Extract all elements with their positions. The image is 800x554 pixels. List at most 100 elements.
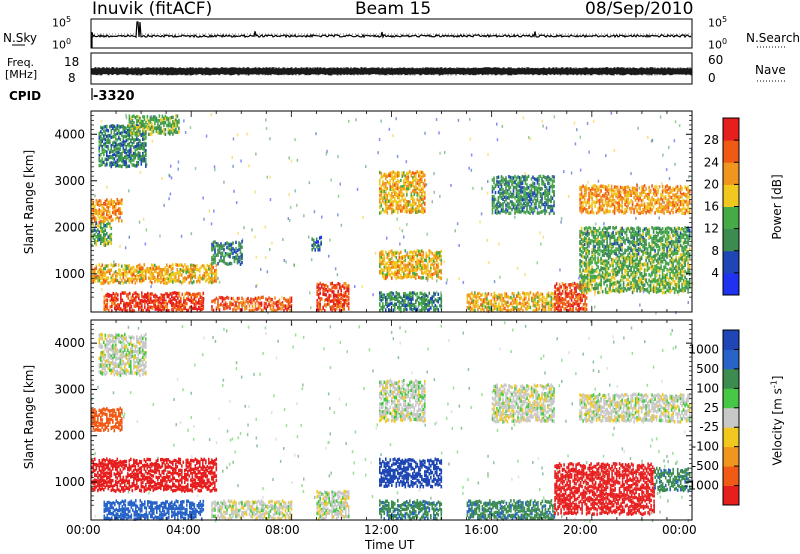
power-speck xyxy=(675,311,677,315)
velocity-colorbar-tick-label: -1000 xyxy=(684,479,719,493)
velocity-speck xyxy=(405,388,407,392)
power-speck xyxy=(231,156,233,159)
velocity-speck xyxy=(262,352,264,355)
power-speck xyxy=(639,303,641,307)
power-speck xyxy=(313,210,316,214)
power-speck xyxy=(593,293,596,297)
power-speck xyxy=(184,131,187,134)
cpid-value: -3320 xyxy=(93,89,135,104)
power-feature-11 xyxy=(379,249,443,281)
power-speck xyxy=(319,242,321,246)
velocity-speck xyxy=(666,455,668,458)
velocity-speck xyxy=(291,322,293,326)
power-feature-10 xyxy=(379,170,426,215)
power-speck xyxy=(586,121,589,125)
power-speck xyxy=(536,207,539,211)
power-speck xyxy=(144,242,147,246)
velocity-speck xyxy=(265,332,267,336)
velocity-speck xyxy=(330,471,332,475)
velocity-speck xyxy=(575,372,577,376)
velocity-speck xyxy=(477,481,480,485)
power-speck xyxy=(605,154,607,158)
velocity-speck xyxy=(380,453,382,457)
power-speck xyxy=(264,256,267,259)
velocity-speck xyxy=(302,336,305,339)
power-speck xyxy=(337,213,339,217)
power-speck xyxy=(205,134,208,138)
velocity-speck xyxy=(208,438,211,442)
power-speck xyxy=(192,299,195,303)
power-speck xyxy=(128,235,130,239)
power-speck xyxy=(388,127,391,131)
velocity-ytick-label: 2000 xyxy=(54,429,85,443)
power-speck xyxy=(433,172,435,176)
power-speck xyxy=(659,115,662,119)
velocity-speck xyxy=(556,337,558,341)
power-feature-9 xyxy=(316,281,350,313)
velocity-speck xyxy=(173,398,175,401)
velocity-speck xyxy=(232,460,234,464)
power-colorbar-tick-label: 20 xyxy=(704,177,719,191)
power-speck xyxy=(294,138,296,142)
velocity-speck xyxy=(644,340,646,344)
power-speck xyxy=(677,292,680,296)
velocity-speck xyxy=(683,430,686,434)
velocity-speck xyxy=(499,347,501,351)
velocity-speck xyxy=(365,473,367,477)
power-speck xyxy=(161,177,163,180)
power-speck xyxy=(637,126,639,130)
velocity-speck xyxy=(503,499,506,503)
power-speck xyxy=(248,164,250,168)
power-speck xyxy=(328,304,331,308)
power-speck xyxy=(674,120,677,124)
power-speck xyxy=(269,248,271,251)
velocity-speck xyxy=(496,429,499,432)
power-speck xyxy=(481,186,483,190)
velocity-colorbar-tick-label: 25 xyxy=(704,401,719,415)
velocity-speck xyxy=(182,388,184,392)
velocity-speck xyxy=(613,340,615,344)
power-speck xyxy=(256,283,258,287)
power-speck xyxy=(251,228,253,232)
velocity-speck xyxy=(301,387,304,391)
power-speck xyxy=(426,278,429,282)
velocity-speck xyxy=(418,488,421,492)
velocity-feature-11 xyxy=(554,462,655,517)
velocity-speck xyxy=(163,462,166,466)
power-speck xyxy=(289,205,292,209)
velocity-speck xyxy=(223,327,225,331)
velocity-speck xyxy=(192,437,195,441)
velocity-speck xyxy=(294,333,297,337)
power-speck xyxy=(418,308,420,312)
power-speck xyxy=(237,231,239,235)
velocity-speck xyxy=(323,347,325,351)
velocity-speck xyxy=(201,353,204,357)
power-speck xyxy=(321,215,323,219)
velocity-speck xyxy=(239,432,242,435)
power-speck xyxy=(214,168,216,172)
power-speck xyxy=(288,156,290,160)
velocity-speck xyxy=(329,432,331,436)
power-speck xyxy=(440,291,442,295)
velocity-speck xyxy=(433,378,436,382)
power-speck xyxy=(405,160,408,164)
power-speck xyxy=(493,280,496,284)
power-speck xyxy=(113,260,115,264)
power-speck xyxy=(688,175,690,179)
velocity-speck xyxy=(565,419,567,423)
power-colorbar-band-2 xyxy=(723,228,739,252)
velocity-speck xyxy=(445,416,448,420)
velocity-speck xyxy=(651,519,654,523)
velocity-speck xyxy=(375,427,378,431)
power-colorbar-band-6 xyxy=(723,140,739,163)
velocity-speck xyxy=(556,468,558,472)
velocity-speck xyxy=(519,417,521,421)
power-speck xyxy=(689,243,691,247)
velocity-speck xyxy=(285,424,288,428)
velocity-speck xyxy=(157,456,159,460)
velocity-speck xyxy=(649,444,652,448)
velocity-speck xyxy=(510,350,512,354)
power-speck xyxy=(203,217,205,221)
velocity-speck xyxy=(426,370,428,374)
velocity-speck xyxy=(613,426,615,430)
